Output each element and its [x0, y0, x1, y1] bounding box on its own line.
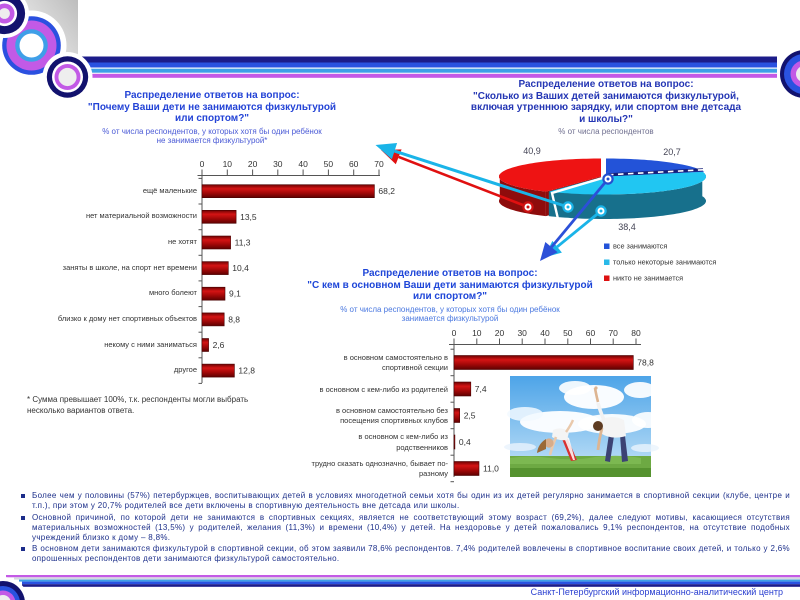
svg-text:50: 50 [324, 159, 334, 169]
svg-text:0: 0 [200, 159, 205, 169]
svg-text:50: 50 [563, 328, 573, 338]
svg-text:20: 20 [248, 159, 258, 169]
svg-text:11,3: 11,3 [235, 238, 251, 248]
svg-text:7,4: 7,4 [475, 384, 487, 394]
svg-text:60: 60 [349, 159, 359, 169]
svg-text:30: 30 [517, 328, 527, 338]
svg-text:0: 0 [452, 328, 457, 338]
svg-text:20,7: 20,7 [663, 147, 681, 157]
svg-text:40,9: 40,9 [523, 146, 541, 156]
svg-text:12,8: 12,8 [238, 366, 255, 376]
svg-text:38,4: 38,4 [618, 222, 636, 232]
svg-text:60: 60 [586, 328, 596, 338]
svg-text:10: 10 [223, 159, 233, 169]
svg-text:70: 70 [608, 328, 618, 338]
svg-text:11,0: 11,0 [483, 464, 499, 474]
svg-text:78,8: 78,8 [637, 358, 654, 368]
svg-text:13,5: 13,5 [240, 212, 257, 222]
svg-text:40: 40 [540, 328, 550, 338]
svg-text:20: 20 [495, 328, 505, 338]
svg-text:все занимаются: все занимаются [613, 242, 667, 251]
svg-text:2,5: 2,5 [464, 411, 476, 421]
svg-text:68,2: 68,2 [378, 186, 395, 196]
svg-text:никто не занимается: никто не занимается [613, 274, 683, 283]
svg-text:0,4: 0,4 [459, 437, 471, 447]
svg-text:80: 80 [631, 328, 641, 338]
svg-text:30: 30 [273, 159, 283, 169]
svg-text:10: 10 [472, 328, 482, 338]
svg-text:70: 70 [374, 159, 384, 169]
svg-text:9,1: 9,1 [229, 289, 241, 299]
svg-text:40: 40 [298, 159, 308, 169]
svg-text:2,6: 2,6 [213, 340, 225, 350]
svg-text:только некоторые занимаются: только некоторые занимаются [613, 258, 716, 267]
svg-text:8,8: 8,8 [228, 314, 240, 324]
svg-text:10,4: 10,4 [232, 263, 249, 273]
